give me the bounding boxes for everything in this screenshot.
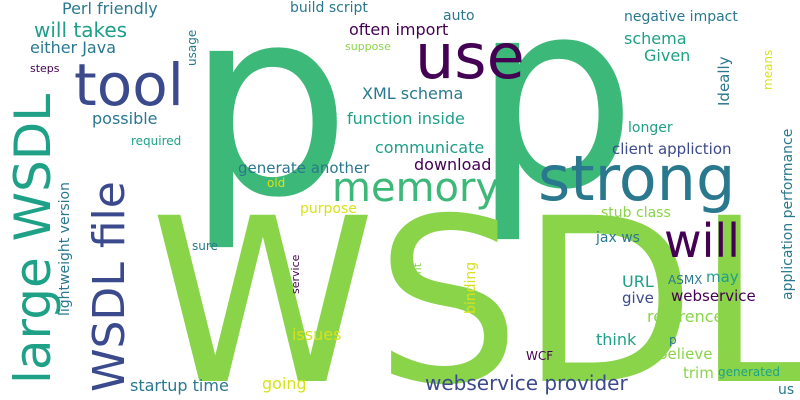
word-build-script: build script — [290, 0, 368, 16]
word-webservice: webservice — [671, 287, 756, 305]
word-memory: memory — [332, 165, 500, 211]
word-will: will — [664, 214, 740, 268]
word-communicate: communicate — [375, 138, 485, 157]
word-download: download — [414, 155, 492, 174]
word-jax-ws: jax ws — [596, 230, 640, 246]
word-give: give — [622, 289, 654, 307]
word-schema: schema — [624, 29, 687, 48]
word-suppose: suppose — [345, 40, 391, 53]
word-auto: auto — [443, 8, 475, 24]
word-client-appliction: client appliction — [612, 140, 732, 158]
word-generated: generated — [718, 365, 780, 379]
word-required: required — [131, 134, 182, 148]
word-p-large-right: p — [472, 0, 638, 247]
word-wsdl: WSDL — [150, 169, 800, 400]
word-wcf: WCF — [526, 349, 554, 363]
word-sure: sure — [192, 239, 218, 253]
word-wsdl-file: WSDL file — [84, 181, 135, 392]
word-possible: possible — [92, 109, 158, 128]
word-purpose: purpose — [300, 201, 357, 217]
word-will-takes: will takes — [34, 18, 128, 42]
word-use: use — [415, 20, 525, 93]
word-perl-friendly: Perl friendly — [62, 0, 158, 18]
word-usage: usage — [185, 29, 199, 66]
word-may: may — [706, 268, 739, 286]
word-us: us — [778, 382, 795, 398]
word-ideally: Ideally — [715, 56, 733, 106]
word-referenced: referenced — [647, 307, 734, 326]
word-binding: binding — [463, 261, 479, 314]
word-given: Given — [644, 46, 691, 65]
word-trim: trim — [683, 364, 714, 382]
word-p-small: p — [669, 333, 677, 347]
word-either-java: either Java — [30, 38, 117, 57]
word-p-large-left: p — [186, 0, 352, 255]
word-service: service — [289, 254, 302, 294]
word-going: going — [262, 374, 307, 393]
word-negative-impact: negative impact — [624, 9, 738, 25]
word-believe: believe — [658, 345, 713, 363]
word-stub-class: stub class — [601, 205, 671, 221]
word-url: URL — [622, 272, 654, 291]
word-function-inside: function inside — [347, 109, 465, 128]
word-longer: longer — [628, 120, 673, 136]
word-steps: steps — [30, 62, 60, 75]
word-strong: strong — [538, 142, 736, 215]
word-old: old — [267, 176, 286, 190]
word-startup-time: startup time — [130, 376, 229, 395]
word-think: think — [596, 330, 637, 349]
word-want: want — [411, 262, 424, 290]
word-generate-another: generate another — [238, 159, 370, 177]
word-lightweight-version: lightweight version — [57, 182, 73, 316]
word-tool: tool — [74, 51, 184, 119]
word-asmx: ASMX — [668, 273, 703, 287]
word-issues: issues — [292, 325, 342, 344]
word-xml-schema: XML schema — [362, 84, 464, 103]
word-often-import: often import — [349, 20, 449, 39]
word-application-performance: application performance — [780, 128, 796, 300]
word-means: means — [761, 49, 775, 90]
word-webservice-provider: webservice provider — [425, 371, 628, 395]
word-large-wsdl: large WSDL — [4, 93, 62, 384]
